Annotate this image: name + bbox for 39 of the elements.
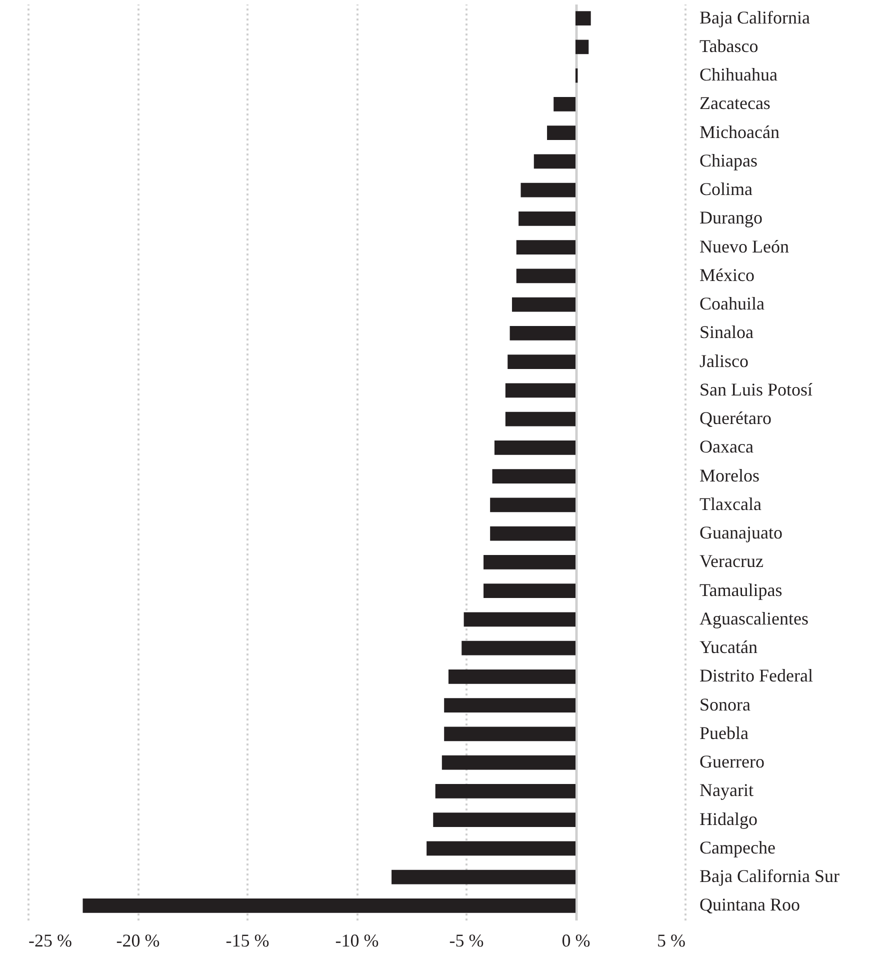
- x-tick-label: -20 %: [116, 930, 160, 950]
- y-tick-label: Quintana Roo: [700, 894, 800, 915]
- y-tick-label: Durango: [700, 208, 762, 228]
- x-tick-label: -25 %: [28, 930, 72, 950]
- x-tick-label: -15 %: [226, 930, 270, 950]
- y-tick-label: Jalisco: [700, 350, 748, 371]
- y-tick-label: Colima: [700, 179, 753, 200]
- y-tick-label: Nayarit: [700, 780, 754, 800]
- y-tick-label: Sinaloa: [700, 322, 754, 342]
- y-tick-label: Hidalgo: [700, 808, 758, 829]
- y-tick-label: Nuevo León: [700, 236, 789, 256]
- y-tick-label: Sonora: [700, 694, 751, 714]
- y-tick-label: Tamaulipas: [700, 580, 782, 600]
- y-tick-label: Guerrero: [700, 752, 764, 772]
- y-tick-label: Guanajuato: [700, 522, 782, 543]
- y-tick-label: Baja California Sur: [700, 866, 840, 886]
- x-tick-label: 5 %: [657, 930, 686, 950]
- y-tick-label: Morelos: [700, 465, 760, 486]
- y-tick-label: Tabasco: [700, 36, 758, 56]
- y-tick-label: Distrito Federal: [700, 666, 813, 686]
- y-tick-label: Oaxaca: [700, 436, 754, 457]
- y-tick-label: Yucatán: [700, 637, 758, 658]
- y-tick-label: Aguascalientes: [700, 608, 808, 628]
- y-tick-label: Chihuahua: [700, 64, 778, 85]
- y-tick-label: Coahuila: [700, 294, 764, 314]
- y-tick-label: Tlaxcala: [700, 494, 762, 514]
- y-tick-label: Michoacán: [700, 122, 780, 142]
- y-tick-label: Campeche: [700, 837, 776, 858]
- y-tick-label: México: [700, 264, 754, 285]
- x-tick-label: -10 %: [335, 930, 379, 950]
- x-tick-label: -5 %: [449, 930, 484, 950]
- x-tick-label: 0 %: [562, 930, 590, 950]
- y-tick-label: Puebla: [700, 722, 748, 743]
- y-tick-label: Veracruz: [700, 551, 764, 572]
- y-tick-label: San Luis Potosí: [700, 379, 813, 400]
- y-tick-label: Zacatecas: [700, 93, 770, 114]
- y-tick-label: Querétaro: [700, 408, 772, 428]
- y-tick-label: Chiapas: [700, 150, 758, 170]
- y-tick-label: Baja California: [700, 7, 810, 28]
